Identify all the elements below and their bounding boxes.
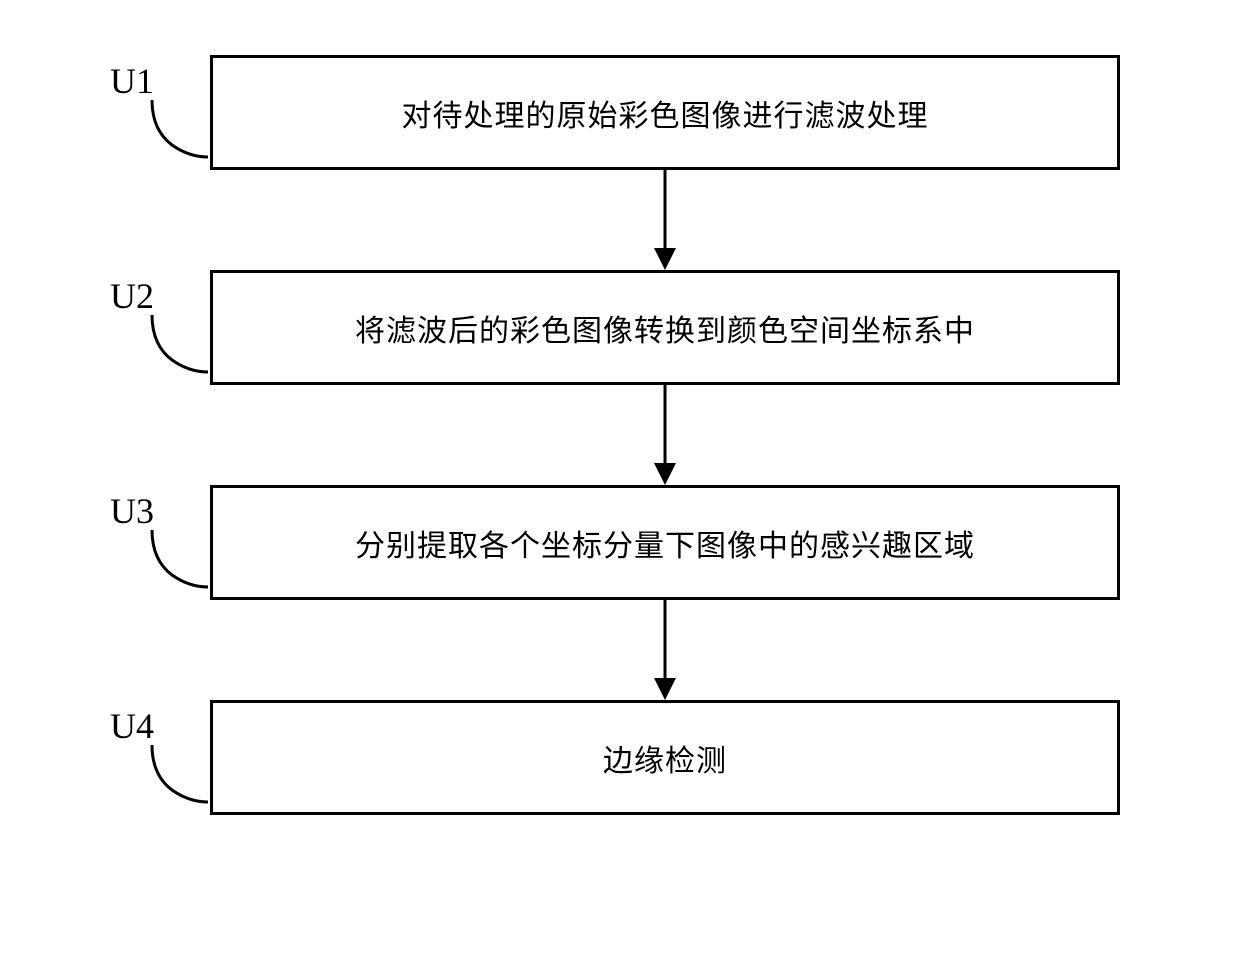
flowchart-arrow: [210, 600, 1120, 700]
flowchart-step-row: U4 边缘检测: [100, 700, 1140, 815]
step-box-u3: 分别提取各个坐标分量下图像中的感兴趣区域: [210, 485, 1120, 600]
arrow-down-icon: [645, 170, 685, 270]
label-connector-curve-icon: [144, 95, 214, 165]
step-text-u4: 边缘检测: [603, 736, 727, 780]
step-box-u2: 将滤波后的彩色图像转换到颜色空间坐标系中: [210, 270, 1120, 385]
step-text-u2: 将滤波后的彩色图像转换到颜色空间坐标系中: [355, 306, 975, 350]
flowchart-arrow: [210, 385, 1120, 485]
flowchart-step-row: U1 对待处理的原始彩色图像进行滤波处理: [100, 55, 1140, 170]
label-connector-curve-icon: [144, 740, 214, 810]
flowchart-arrow: [210, 170, 1120, 270]
step-label-wrap: U3: [100, 485, 210, 497]
flowchart-container: U1 对待处理的原始彩色图像进行滤波处理 U2 将滤波后的彩色图像转换到颜色空间…: [100, 55, 1140, 815]
flowchart-step-row: U3 分别提取各个坐标分量下图像中的感兴趣区域: [100, 485, 1140, 600]
label-connector-curve-icon: [144, 525, 214, 595]
step-text-u1: 对待处理的原始彩色图像进行滤波处理: [402, 91, 929, 135]
arrow-down-icon: [645, 385, 685, 485]
flowchart-step-row: U2 将滤波后的彩色图像转换到颜色空间坐标系中: [100, 270, 1140, 385]
step-label-wrap: U4: [100, 700, 210, 712]
step-box-u1: 对待处理的原始彩色图像进行滤波处理: [210, 55, 1120, 170]
step-label-wrap: U1: [100, 55, 210, 67]
step-label-wrap: U2: [100, 270, 210, 282]
label-connector-curve-icon: [144, 310, 214, 380]
step-box-u4: 边缘检测: [210, 700, 1120, 815]
arrow-down-icon: [645, 600, 685, 700]
step-text-u3: 分别提取各个坐标分量下图像中的感兴趣区域: [355, 521, 975, 565]
